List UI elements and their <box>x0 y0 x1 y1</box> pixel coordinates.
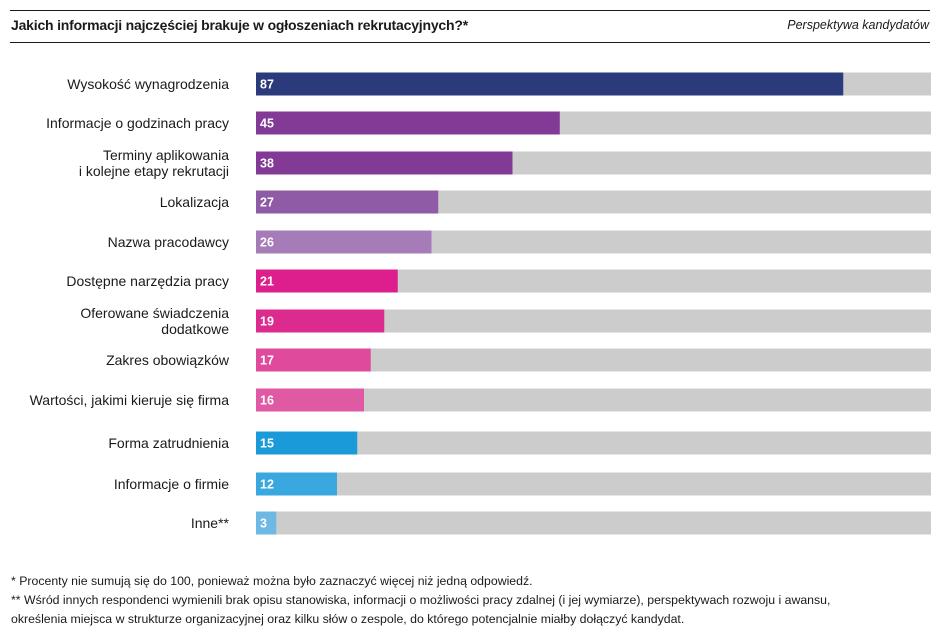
category-label: Informacje o firmie <box>114 476 229 492</box>
category-label: Inne** <box>191 515 230 531</box>
footnote-3: określenia miejsca w strukturze organiza… <box>11 612 685 626</box>
category-label: Nazwa pracodawcy <box>108 234 229 250</box>
bar-track <box>256 269 931 293</box>
bar-row: 16 Wartości, jakimi kieruje się firma <box>30 388 931 412</box>
bar <box>256 111 560 135</box>
footnotes: * Procenty nie sumują się do 100, poniew… <box>11 572 931 629</box>
category-label-line: i kolejne etapy rekrutacji <box>79 163 229 179</box>
bar <box>256 190 439 214</box>
category-label-line: Dostępne narzędzia pracy <box>66 273 229 289</box>
data-label: 27 <box>260 196 274 210</box>
bar-row: 26 Nazwa pracodawcy <box>108 230 931 254</box>
bar-row: 27 Lokalizacja <box>160 190 931 214</box>
category-label-line: Forma zatrudnienia <box>108 435 229 451</box>
category-label-line: Nazwa pracodawcy <box>108 234 229 250</box>
data-label: 16 <box>260 394 274 408</box>
bar <box>256 230 432 254</box>
bar <box>256 269 398 293</box>
data-label: 17 <box>260 354 274 368</box>
category-label-line: dodatkowe <box>161 321 229 337</box>
category-label: Forma zatrudnienia <box>108 435 229 451</box>
category-label: Terminy aplikowania i kolejne etapy rekru… <box>79 147 229 179</box>
data-label: 15 <box>260 437 274 451</box>
bar-row: 17 Zakres obowiązków <box>106 348 931 372</box>
bar-track <box>256 472 931 496</box>
bar-chart: 87 Wysokość wynagrodzenia 45 Informacje o g… <box>30 72 931 535</box>
chart-title: Jakich informacji najczęściej brakuje w … <box>11 17 468 33</box>
bar-track <box>256 431 931 455</box>
footnote-1: * Procenty nie sumują się do 100, poniew… <box>11 574 533 588</box>
category-label-line: Lokalizacja <box>160 194 229 210</box>
bar-row: 15 Forma zatrudnienia <box>108 431 931 455</box>
category-label: Wysokość wynagrodzenia <box>67 76 229 92</box>
category-label-line: Zakres obowiązków <box>106 352 230 368</box>
category-label-line: Informacje o godzinach pracy <box>46 115 229 131</box>
bar-row: 45 Informacje o godzinach pracy <box>46 111 931 135</box>
category-label: Dostępne narzędzia pracy <box>66 273 229 289</box>
data-label: 12 <box>260 478 274 492</box>
bar-row: 87 Wysokość wynagrodzenia <box>67 72 931 96</box>
category-label-line: Wartości, jakimi kieruje się firma <box>30 392 230 408</box>
category-label: Oferowane świadczenia dodatkowe <box>80 305 229 337</box>
data-label: 3 <box>260 517 267 531</box>
bar <box>256 388 364 412</box>
data-label: 45 <box>260 117 274 131</box>
category-label-line: Oferowane świadczenia <box>80 305 229 321</box>
bar-row: 12 Informacje o firmie <box>114 472 931 496</box>
category-label: Informacje o godzinach pracy <box>46 115 229 131</box>
category-label: Wartości, jakimi kieruje się firma <box>30 392 230 408</box>
bar-track <box>256 348 931 372</box>
category-label: Lokalizacja <box>160 194 229 210</box>
bar <box>256 511 277 535</box>
data-label: 87 <box>260 78 274 92</box>
data-label: 38 <box>260 157 274 171</box>
bar-row: 3 Inne** <box>191 511 931 535</box>
category-label-line: Inne** <box>191 515 230 531</box>
bar-row: 38 Terminy aplikowania i kolejne etapy rek… <box>79 147 931 179</box>
category-label: Zakres obowiązków <box>106 352 230 368</box>
data-label: 19 <box>260 315 274 329</box>
top-rule <box>10 10 930 11</box>
footnote-2: ** Wśród innych respondenci wymienili br… <box>11 593 831 607</box>
bar <box>256 348 371 372</box>
chart-subtitle: Perspektywa kandydatów <box>787 18 929 32</box>
data-label: 26 <box>260 236 274 250</box>
category-label-line: Informacje o firmie <box>114 476 229 492</box>
bar-track <box>256 511 931 535</box>
bar <box>256 431 358 455</box>
bar-row: 21 Dostępne narzędzia pracy <box>66 269 931 293</box>
bar <box>256 472 337 496</box>
bar-row: 19 Oferowane świadczenia dodatkowe <box>80 305 931 337</box>
category-label-line: Terminy aplikowania <box>103 147 229 163</box>
data-label: 21 <box>260 275 274 289</box>
bar <box>256 309 385 333</box>
bar-track <box>256 309 931 333</box>
bar-track <box>256 388 931 412</box>
bar <box>256 151 513 175</box>
header-rule <box>10 42 930 43</box>
bar <box>256 72 844 96</box>
category-label-line: Wysokość wynagrodzenia <box>67 76 229 92</box>
